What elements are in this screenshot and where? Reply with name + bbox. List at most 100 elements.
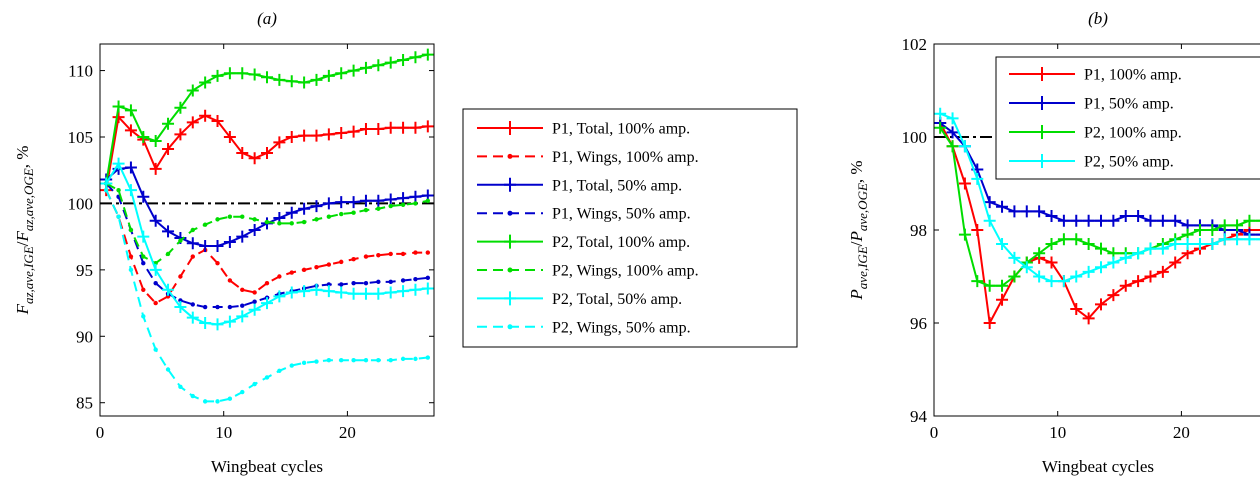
data-point	[1070, 270, 1083, 283]
legend-swatch-marker	[507, 324, 513, 330]
data-point	[1045, 275, 1058, 288]
data-point	[236, 67, 249, 80]
data-point	[240, 389, 245, 395]
y-tick-label: 98	[910, 221, 927, 240]
data-point	[971, 172, 984, 185]
data-point	[1218, 233, 1231, 246]
legend-item: P2, Total, 50% amp.	[477, 291, 682, 308]
data-point	[289, 221, 294, 226]
data-point	[1008, 205, 1021, 218]
data-point	[322, 285, 335, 298]
data-point	[227, 304, 233, 310]
data-point	[376, 279, 381, 285]
data-point	[339, 282, 344, 287]
data-point	[322, 69, 335, 82]
y-tick-label: 90	[76, 327, 93, 346]
data-point	[1119, 210, 1132, 223]
data-point	[1255, 229, 1260, 231]
data-point	[1070, 214, 1083, 227]
data-point	[149, 134, 162, 147]
data-point	[934, 121, 947, 134]
data-point	[178, 274, 183, 279]
data-point	[1057, 233, 1070, 246]
x-tick-label: 0	[930, 423, 939, 442]
data-point	[400, 278, 406, 283]
legend-label: P1, 50% amp.	[1084, 96, 1174, 113]
data-point	[372, 59, 385, 72]
data-point	[190, 302, 195, 307]
data-point	[397, 285, 410, 298]
x-tick-label: 0	[96, 423, 105, 442]
data-point	[199, 109, 212, 122]
legend-a: P1, Total, 100% amp. P1, Wings, 100% amp.…	[462, 108, 798, 348]
data-point	[223, 131, 236, 143]
x-tick-label: 10	[1049, 423, 1066, 442]
data-point	[174, 128, 187, 141]
data-point	[178, 384, 183, 389]
data-point	[248, 224, 261, 236]
data-point	[153, 300, 158, 306]
data-point	[1082, 312, 1095, 325]
y-axis-title-a: Faz,ave,IGE/Faz,ave,OGE, %	[13, 146, 36, 316]
legend-label: P2, 100% amp.	[1084, 125, 1182, 142]
legend-b: P1, 100% amp. P1, 50% amp. P2, 100% amp. P2…	[995, 56, 1260, 180]
data-point	[153, 347, 158, 352]
plot-frame-a	[99, 43, 435, 417]
legend-item: P2, 100% amp.	[1009, 125, 1182, 142]
data-point	[372, 194, 385, 207]
data-point	[1057, 214, 1070, 227]
y-tick-label: 94	[910, 407, 928, 426]
legend-item: P1, 100% amp.	[1009, 67, 1182, 84]
legend-label: P2, Wings, 50% amp.	[552, 319, 691, 336]
legend-item: P1, Total, 100% amp.	[477, 121, 690, 138]
legend-label: P2, Total, 50% amp.	[552, 291, 682, 308]
y-tick-label: 100	[68, 194, 94, 213]
series-p1-total-100-amp	[100, 109, 434, 197]
data-point	[326, 282, 332, 287]
data-point	[384, 121, 397, 134]
legend-swatch-marker	[1036, 125, 1048, 139]
y-tick-label: 110	[68, 62, 93, 81]
data-point	[252, 290, 257, 295]
data-point	[314, 359, 319, 364]
data-point	[215, 217, 220, 222]
data-point	[1095, 242, 1107, 255]
legend-a-frame	[462, 108, 798, 348]
data-point	[421, 48, 434, 61]
data-point	[116, 187, 121, 193]
series-p2-wings-100-amp	[103, 181, 431, 266]
data-point	[1033, 270, 1046, 283]
series-p2-50-amp	[934, 107, 1260, 288]
data-point	[199, 76, 212, 89]
data-point	[322, 128, 335, 141]
data-point	[421, 282, 434, 295]
data-point	[190, 393, 195, 399]
data-point	[273, 73, 286, 86]
data-point	[264, 219, 270, 225]
legend-item: P1, Wings, 50% amp.	[477, 206, 691, 223]
data-point	[223, 315, 236, 328]
data-point	[335, 196, 348, 209]
data-point	[301, 219, 307, 225]
data-point	[128, 254, 134, 259]
data-point	[240, 287, 245, 292]
data-point	[413, 276, 418, 282]
data-point	[112, 157, 125, 170]
data-point	[211, 318, 224, 331]
data-point	[1008, 251, 1021, 264]
data-point	[347, 125, 360, 138]
data-point	[227, 214, 233, 219]
data-point	[124, 124, 137, 137]
data-point	[141, 287, 146, 292]
data-point	[1132, 247, 1145, 260]
data-point	[1045, 237, 1058, 250]
data-point	[277, 368, 282, 374]
data-point	[363, 207, 369, 213]
data-point	[1156, 214, 1169, 227]
data-point	[347, 287, 360, 300]
legend-item: P2, Wings, 50% amp.	[477, 319, 691, 336]
ticks-b: 0 10 20 94 96 98 100 102	[902, 35, 1190, 442]
legend-swatch-marker	[507, 267, 513, 273]
plot-area-a	[100, 44, 434, 416]
data-point	[996, 293, 1009, 306]
